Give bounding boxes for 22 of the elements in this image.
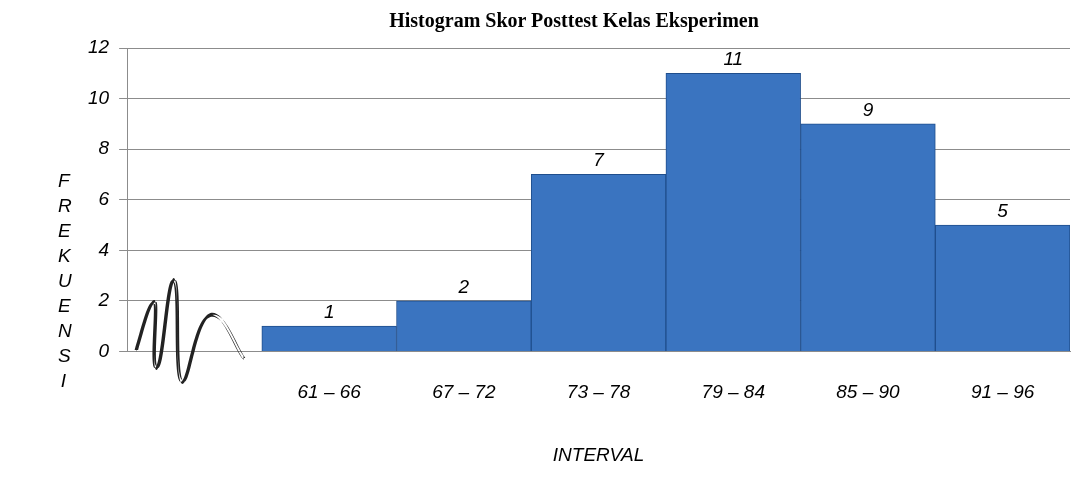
- x-tick-label: 67 – 72: [432, 381, 496, 403]
- y-tick-label: 10: [87, 86, 110, 108]
- x-tick-label: 73 – 78: [566, 381, 631, 403]
- y-tick-label: 2: [97, 289, 110, 311]
- data-label: 1: [323, 300, 335, 322]
- x-tick-label: 91 – 96: [970, 381, 1035, 403]
- data-label: 11: [723, 48, 744, 70]
- y-tick-label: 8: [98, 137, 110, 159]
- data-label: 2: [457, 275, 470, 297]
- x-tick-label: 85 – 90: [836, 381, 901, 403]
- text: FREKUENSI: [58, 170, 72, 391]
- x-axis-title: INTERVAL: [552, 443, 645, 465]
- x-tick-label: 79 – 84: [701, 381, 765, 403]
- data-label: 5: [997, 199, 1009, 221]
- chart-title: Histogram Skor Posttest Kelas Eksperimen: [389, 9, 759, 33]
- data-label: 7: [593, 149, 606, 171]
- x-tick-label: 61 – 66: [297, 381, 362, 403]
- y-tick-label: 12: [87, 36, 110, 58]
- data-label: 9: [862, 98, 874, 120]
- y-tick-label: 0: [98, 339, 110, 361]
- y-tick-label: 6: [98, 187, 110, 209]
- y-tick-label: 4: [98, 238, 110, 260]
